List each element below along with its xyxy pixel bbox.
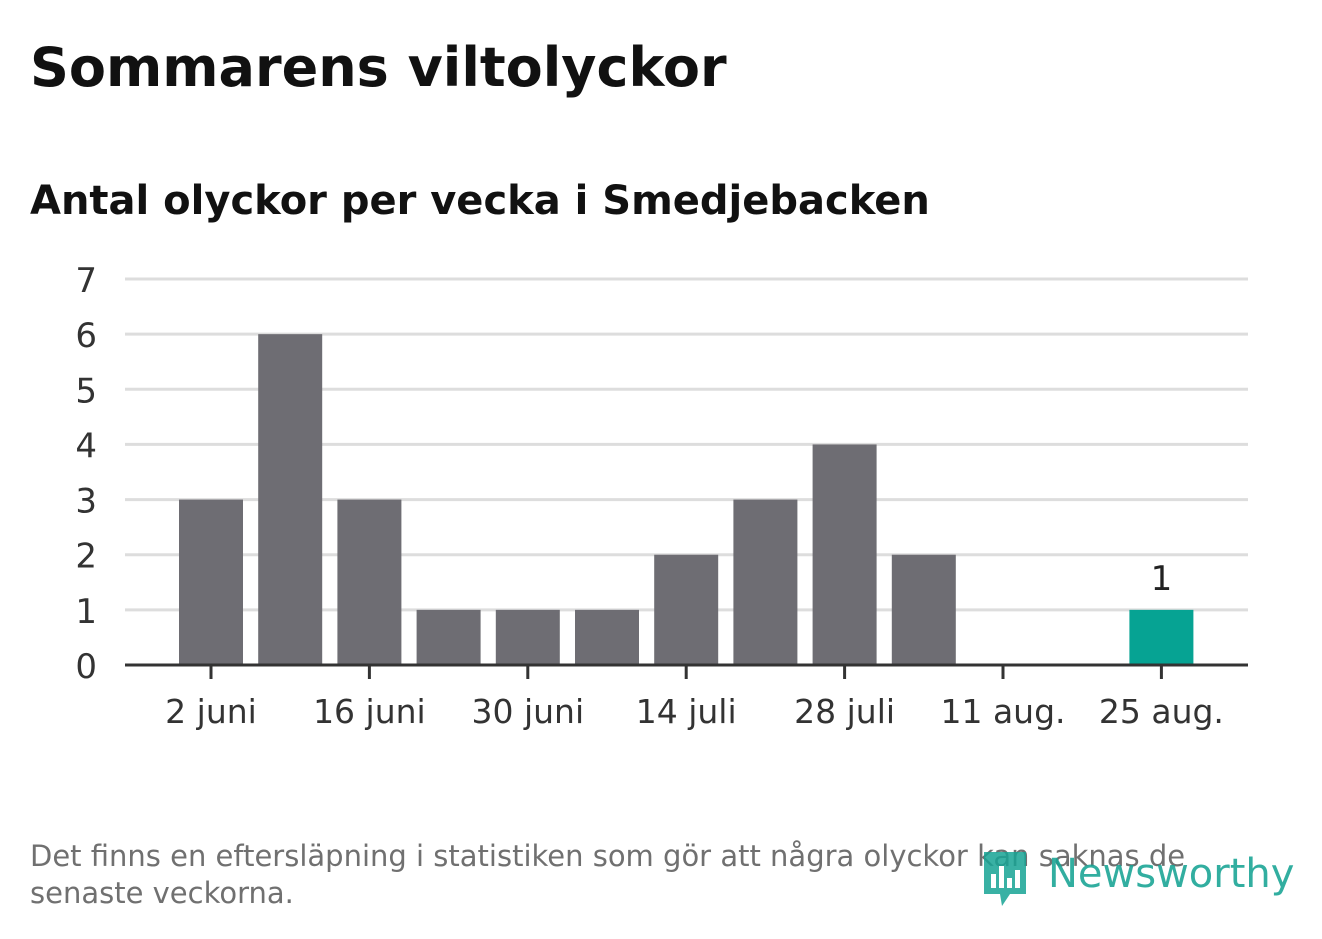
chart-subtitle: Antal olyckor per vecka i Smedjebacken bbox=[30, 178, 930, 224]
bar bbox=[891, 554, 956, 665]
y-tick-label: 7 bbox=[75, 261, 97, 301]
bar bbox=[654, 554, 719, 665]
bar bbox=[258, 334, 323, 665]
x-tick-label: 11 aug. bbox=[940, 692, 1065, 731]
y-tick-label: 0 bbox=[75, 647, 97, 687]
bar bbox=[416, 609, 481, 665]
y-tick-label: 6 bbox=[75, 316, 97, 356]
y-tick-label: 1 bbox=[75, 592, 97, 632]
y-tick-label: 3 bbox=[75, 482, 97, 522]
y-tick-label: 4 bbox=[75, 426, 97, 466]
x-tick-label: 14 juli bbox=[636, 692, 737, 731]
x-tick-label: 25 aug. bbox=[1099, 692, 1224, 731]
bar bbox=[1129, 609, 1194, 665]
chart-title: Sommarens viltolyckor bbox=[30, 36, 727, 99]
x-tick-label: 16 juni bbox=[313, 692, 426, 731]
y-tick-label: 5 bbox=[75, 371, 97, 411]
newsworthy-logo: Newsworthy bbox=[980, 846, 1294, 910]
bar bbox=[575, 609, 639, 665]
x-tick-label: 30 juni bbox=[471, 692, 584, 731]
logo-text: Newsworthy bbox=[1048, 851, 1295, 897]
x-tick-label: 2 juni bbox=[165, 692, 257, 731]
bar-chart: 0 1 2 3 4 5 6 7 1 2 juni 16 juni 30 juni 14 juli 28 j… bbox=[75, 261, 1248, 731]
bar bbox=[337, 499, 402, 665]
x-tick-label: 28 juli bbox=[794, 692, 895, 731]
data-label: 1 bbox=[1151, 559, 1173, 599]
bar bbox=[179, 499, 243, 665]
logo-icon bbox=[984, 852, 1026, 906]
bar bbox=[812, 444, 877, 665]
bar bbox=[495, 609, 560, 665]
bar bbox=[733, 499, 798, 665]
y-tick-label: 2 bbox=[75, 537, 97, 577]
